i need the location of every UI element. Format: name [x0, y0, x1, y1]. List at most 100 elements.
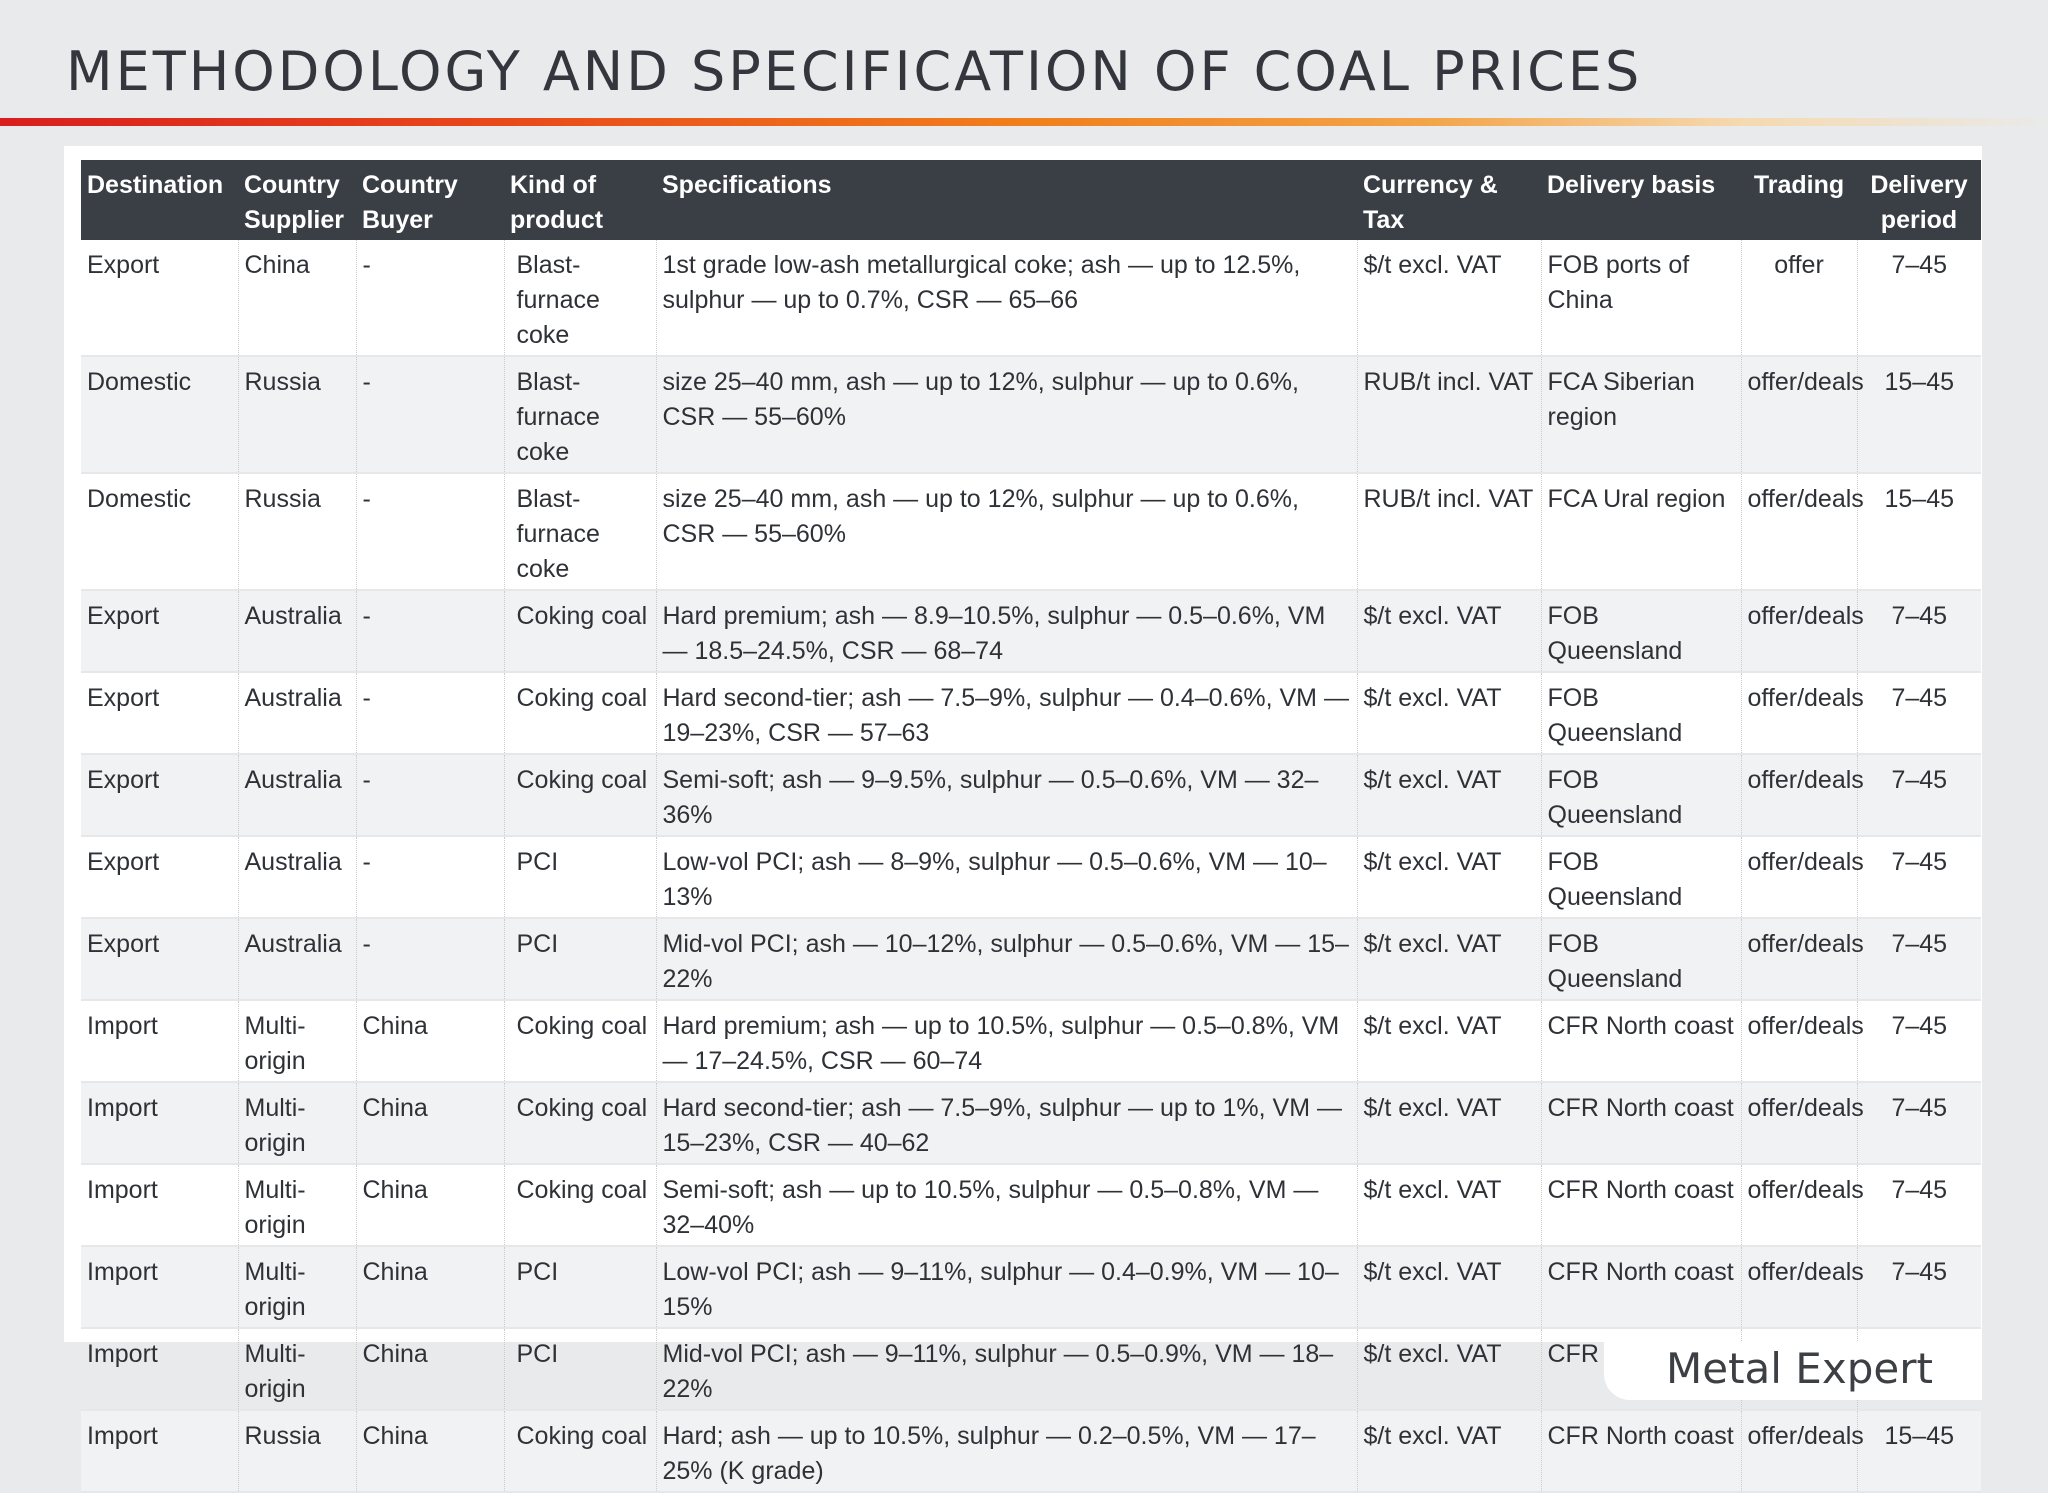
cell-trading: offer/deals [1740, 1410, 1864, 1493]
table-row: Export Australia - Coking coal Hard premium;… [81, 590, 1981, 673]
cell-trading: offer/deals [1740, 1000, 1864, 1083]
cell-currency-tax: RUB/t incl. VAT [1356, 356, 1541, 474]
cell-country-supplier: Australia [237, 672, 356, 755]
cell-country-supplier: Russia [237, 356, 356, 474]
cell-kind-of-product: PCI [503, 1328, 656, 1411]
cell-currency-tax: RUB/t incl. VAT [1356, 473, 1541, 591]
cell-country-supplier: Multi-origin [237, 1000, 356, 1083]
cell-delivery-period: 7–45 [1856, 1164, 1981, 1247]
cell-kind-of-product: Coking coal [503, 1082, 656, 1165]
cell-delivery-basis: CFR North coast [1540, 1164, 1741, 1247]
cell-kind-of-product: Coking coal [503, 754, 656, 837]
header-delivery-period: Delivery period [1857, 160, 1981, 240]
cell-specifications: Low-vol PCI; ash — 8–9%, sulphur — 0.5–0… [655, 836, 1357, 919]
cell-delivery-period: 15–45 [1856, 356, 1981, 474]
cell-trading: offer/deals [1740, 1164, 1864, 1247]
cell-specifications: size 25–40 mm, ash — up to 12%, sulphur … [655, 473, 1357, 591]
cell-delivery-basis: FCA Ural region [1540, 473, 1741, 591]
cell-trading: offer/deals [1740, 836, 1864, 919]
cell-destination: Export [81, 754, 238, 837]
cell-currency-tax: $/t excl. VAT [1356, 918, 1541, 1001]
cell-country-supplier: Russia [237, 1410, 356, 1493]
cell-specifications: Hard premium; ash — up to 10.5%, sulphur… [655, 1000, 1357, 1083]
cell-destination: Import [81, 1246, 238, 1329]
cell-country-supplier: Australia [237, 918, 356, 1001]
cell-specifications: Low-vol PCI; ash — 9–11%, sulphur — 0.4–… [655, 1246, 1357, 1329]
cell-delivery-period: 7–45 [1856, 918, 1981, 1001]
cell-kind-of-product: Blast-furnace coke [503, 356, 656, 474]
brand-logo: Metal Expert [1666, 1344, 1933, 1393]
cell-trading: offer/deals [1740, 590, 1864, 673]
page-title: METHODOLOGY AND SPECIFICATION OF COAL PR… [66, 40, 1643, 103]
cell-destination: Import [81, 1328, 238, 1411]
cell-specifications: Hard; ash — up to 10.5%, sulphur — 0.2–0… [655, 1410, 1357, 1493]
header-destination: Destination [81, 160, 238, 240]
table-header-row: Destination Country Supplier Country Buy… [81, 160, 1981, 240]
cell-destination: Domestic [81, 473, 238, 591]
cell-currency-tax: $/t excl. VAT [1356, 1000, 1541, 1083]
cell-kind-of-product: Coking coal [503, 1164, 656, 1247]
cell-country-supplier: China [237, 240, 356, 357]
cell-country-buyer: China [355, 1082, 504, 1165]
cell-destination: Import [81, 1000, 238, 1083]
cell-currency-tax: $/t excl. VAT [1356, 672, 1541, 755]
cell-kind-of-product: PCI [503, 836, 656, 919]
cell-specifications: Hard premium; ash — 8.9–10.5%, sulphur —… [655, 590, 1357, 673]
cell-currency-tax: $/t excl. VAT [1356, 1164, 1541, 1247]
cell-kind-of-product: PCI [503, 918, 656, 1001]
cell-kind-of-product: Coking coal [503, 672, 656, 755]
header-country-supplier: Country Supplier [238, 160, 356, 240]
cell-country-buyer: - [355, 590, 504, 673]
cell-delivery-basis: FOB Queensland [1540, 754, 1741, 837]
cell-currency-tax: $/t excl. VAT [1356, 240, 1541, 357]
cell-currency-tax: $/t excl. VAT [1356, 1246, 1541, 1329]
cell-currency-tax: $/t excl. VAT [1356, 1328, 1541, 1411]
header-delivery-basis: Delivery basis [1541, 160, 1741, 240]
table-row: Domestic Russia - Blast-furnace coke size 25… [81, 473, 1981, 591]
cell-destination: Export [81, 240, 238, 357]
table-row: Export Australia - PCI Mid-vol PCI; ash — 10… [81, 918, 1981, 1001]
cell-delivery-period: 7–45 [1856, 672, 1981, 755]
cell-trading: offer/deals [1740, 672, 1864, 755]
cell-specifications: Mid-vol PCI; ash — 9–11%, sulphur — 0.5–… [655, 1328, 1357, 1411]
table-row: Import Multi-origin China Coking coal Hard p… [81, 1000, 1981, 1083]
cell-country-buyer: - [355, 836, 504, 919]
cell-kind-of-product: Blast-furnace coke [503, 473, 656, 591]
cell-kind-of-product: Coking coal [503, 1410, 656, 1493]
cell-specifications: Hard second-tier; ash — 7.5–9%, sulphur … [655, 1082, 1357, 1165]
cell-kind-of-product: Coking coal [503, 1000, 656, 1083]
cell-country-buyer: China [355, 1246, 504, 1329]
cell-trading: offer/deals [1740, 754, 1864, 837]
cell-currency-tax: $/t excl. VAT [1356, 1082, 1541, 1165]
cell-destination: Export [81, 590, 238, 673]
cell-delivery-period: 7–45 [1856, 1000, 1981, 1083]
cell-country-buyer: China [355, 1410, 504, 1493]
cell-specifications: 1st grade low-ash metallurgical coke; as… [655, 240, 1357, 357]
table-card: Destination Country Supplier Country Buy… [64, 146, 1982, 1493]
cell-kind-of-product: PCI [503, 1246, 656, 1329]
cell-delivery-basis: FOB ports of China [1540, 240, 1741, 357]
cell-trading: offer/deals [1740, 918, 1864, 1001]
cell-country-buyer: China [355, 1328, 504, 1411]
cell-destination: Import [81, 1410, 238, 1493]
cell-trading: offer/deals [1740, 473, 1864, 591]
table-row: Import Russia China Coking coal Hard; ash — … [81, 1410, 1981, 1493]
cell-delivery-period: 15–45 [1856, 473, 1981, 591]
coal-price-spec-table: Destination Country Supplier Country Buy… [81, 160, 1981, 1493]
table-row: Import Multi-origin China Coking coal Semi-s… [81, 1164, 1981, 1247]
cell-currency-tax: $/t excl. VAT [1356, 754, 1541, 837]
cell-delivery-basis: FOB Queensland [1540, 918, 1741, 1001]
table-row: Import Multi-origin China Coking coal Hard s… [81, 1082, 1981, 1165]
cell-specifications: Mid-vol PCI; ash — 10–12%, sulphur — 0.5… [655, 918, 1357, 1001]
header-kind-of-product: Kind of product [504, 160, 656, 240]
cell-country-buyer: - [355, 754, 504, 837]
table-row: Domestic Russia - Blast-furnace coke size 25… [81, 356, 1981, 474]
cell-specifications: Semi-soft; ash — up to 10.5%, sulphur — … [655, 1164, 1357, 1247]
cell-delivery-basis: CFR North coast [1540, 1000, 1741, 1083]
cell-delivery-basis: FOB Queensland [1540, 672, 1741, 755]
cell-currency-tax: $/t excl. VAT [1356, 836, 1541, 919]
cell-delivery-period: 7–45 [1856, 1082, 1981, 1165]
cell-delivery-basis: CFR North coast [1540, 1082, 1741, 1165]
brand-logo-box [1604, 1342, 1982, 1400]
cell-delivery-basis: FOB Queensland [1540, 836, 1741, 919]
